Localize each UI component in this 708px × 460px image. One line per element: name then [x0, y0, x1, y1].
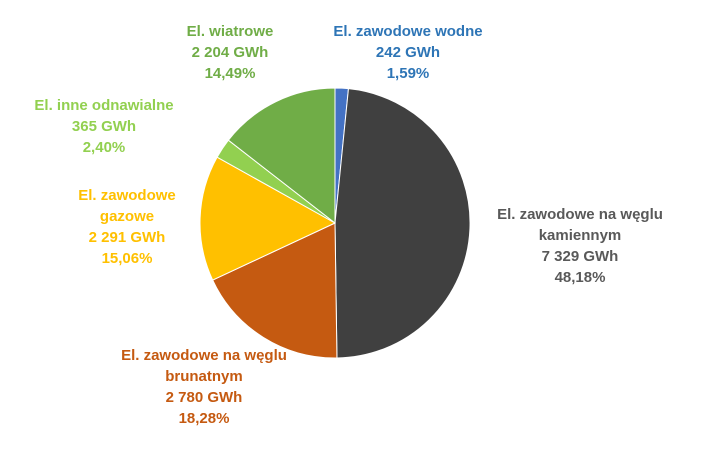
slice-label-line: gazowe	[100, 208, 154, 225]
slice-percent-label: 48,18%	[555, 269, 606, 286]
slice-value-label: 2 780 GWh	[166, 389, 243, 406]
slice-label-0: El. zawodowe wodne 242 GWh 1,59%	[333, 23, 482, 82]
slice-label-line: El. zawodowe na węglu	[497, 206, 663, 223]
pie-slice-3	[199, 156, 337, 281]
slice-label-line: El. inne odnawialne	[34, 97, 173, 114]
slice-percent-label: 14,49%	[205, 65, 256, 82]
slice-percent-label: 15,06%	[102, 250, 153, 267]
slice-label-line: El. wiatrowe	[187, 23, 274, 40]
slice-label-line: brunatnym	[165, 368, 243, 385]
slice-label-2: El. zawodowe na węglu brunatnym 2 780 GWh 1…	[121, 347, 287, 427]
slice-value-label: 7 329 GWh	[542, 248, 619, 265]
slice-label-4: El. inne odnawialne 365 GWh 2,40%	[34, 97, 173, 156]
pie-slice-1	[334, 88, 471, 359]
slices-layer	[199, 87, 471, 359]
slice-label-1: El. zawodowe na węglu kamiennym 7 329 GWh 4…	[497, 206, 663, 286]
labels-layer: El. zawodowe wodne 242 GWh 1,59%El. zawodo…	[34, 23, 663, 427]
slice-label-line: El. zawodowe wodne	[333, 23, 482, 40]
slice-label-line: El. zawodowe	[78, 187, 176, 204]
pie-slice-2	[212, 222, 338, 359]
slice-label-line: kamiennym	[539, 227, 622, 244]
slice-value-label: 2 291 GWh	[89, 229, 166, 246]
slice-label-line: El. zawodowe na węglu	[121, 347, 287, 364]
slice-percent-label: 18,28%	[179, 410, 230, 427]
slice-label-5: El. wiatrowe 2 204 GWh 14,49%	[187, 23, 274, 82]
slice-value-label: 242 GWh	[376, 44, 440, 61]
slice-value-label: 365 GWh	[72, 118, 136, 135]
slice-percent-label: 2,40%	[83, 139, 126, 156]
slice-value-label: 2 204 GWh	[192, 44, 269, 61]
slice-label-3: El. zawodowe gazowe 2 291 GWh 15,06%	[78, 187, 176, 267]
slice-percent-label: 1,59%	[387, 65, 430, 82]
pie-slice-5	[227, 87, 336, 225]
